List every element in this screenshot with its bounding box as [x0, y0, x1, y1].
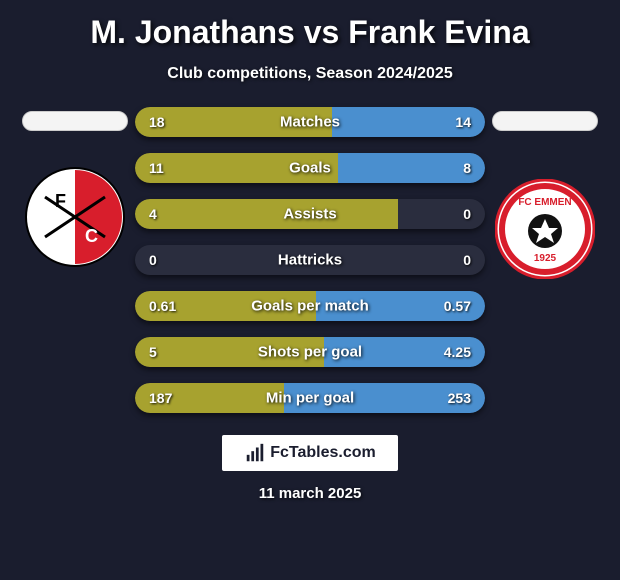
stat-label: Goals per match: [251, 298, 369, 315]
left-player-col: F C: [15, 103, 135, 267]
right-country-pill: [492, 111, 598, 131]
stat-value-right: 0.57: [444, 298, 471, 314]
stat-bar: 5 4.25 Shots per goal: [135, 337, 485, 367]
stat-fill-left: [135, 199, 398, 229]
stat-bar: 11 8 Goals: [135, 153, 485, 183]
stat-value-right: 0: [463, 206, 471, 222]
stat-value-right: 4.25: [444, 344, 471, 360]
stat-label: Matches: [280, 114, 340, 131]
utrecht-badge-icon: F C: [25, 167, 125, 267]
stat-value-left: 11: [149, 160, 164, 176]
stat-label: Assists: [283, 206, 336, 223]
stat-bar: 18 14 Matches: [135, 107, 485, 137]
date-text: 11 march 2025: [259, 485, 362, 502]
stat-value-right: 14: [455, 114, 471, 130]
page-subtitle: Club competitions, Season 2024/2025: [167, 65, 452, 83]
svg-text:F: F: [55, 191, 66, 211]
stats-bars: 1814Matches118Goals40Assists00Hattricks0…: [135, 107, 485, 413]
stat-value-right: 8: [463, 160, 471, 176]
stat-bar: 187 253 Min per goal: [135, 383, 485, 413]
stat-value-left: 187: [149, 390, 172, 406]
stat-value-left: 18: [149, 114, 165, 130]
svg-text:FC EMMEN: FC EMMEN: [518, 197, 571, 208]
comparison-card: M. Jonathans vs Frank Evina Club competi…: [0, 0, 620, 580]
stat-label: Shots per goal: [258, 344, 362, 361]
stat-bar: 0.61 0.57 Goals per match: [135, 291, 485, 321]
stat-label: Goals: [289, 160, 331, 177]
right-player-col: FC EMMEN 1925: [485, 103, 605, 279]
stat-value-left: 0.61: [149, 298, 176, 314]
stat-value-right: 0: [463, 252, 471, 268]
stat-value-left: 0: [149, 252, 157, 268]
main-row: F C 18 14 Matches 11 8 Goals 4 0 Assists 0 0 Hattri…: [0, 103, 620, 413]
stat-label: Hattricks: [278, 252, 342, 269]
left-country-pill: [22, 111, 128, 131]
stat-value-left: 4: [149, 206, 157, 222]
svg-text:C: C: [85, 226, 98, 246]
chart-icon: [244, 442, 266, 464]
left-club-badge: F C: [25, 167, 125, 267]
stat-bar: 4 0 Assists: [135, 199, 485, 229]
brand-text: FcTables.com: [270, 444, 376, 462]
stat-bar: 0 0 Hattricks: [135, 245, 485, 275]
emmen-badge-icon: FC EMMEN 1925: [495, 179, 595, 279]
brand-box[interactable]: FcTables.com: [222, 435, 398, 471]
page-title: M. Jonathans vs Frank Evina: [90, 14, 529, 51]
stat-value-right: 253: [448, 390, 471, 406]
stat-label: Min per goal: [266, 390, 354, 407]
stat-value-left: 5: [149, 344, 157, 360]
emmen-year: 1925: [534, 253, 557, 264]
right-club-badge: FC EMMEN 1925: [495, 179, 595, 279]
